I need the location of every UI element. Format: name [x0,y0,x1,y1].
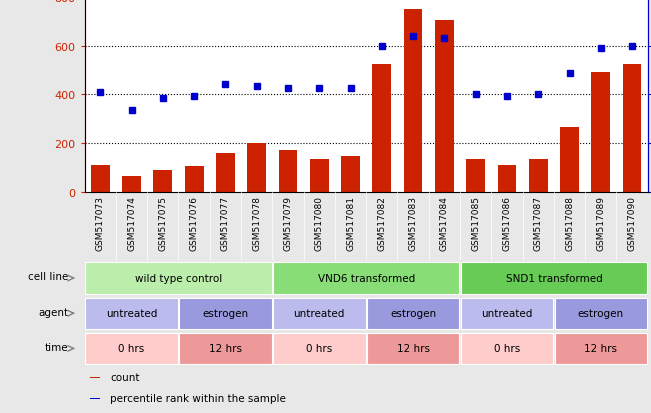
Text: 0 hrs: 0 hrs [118,344,145,354]
Text: cell line: cell line [29,272,69,282]
Bar [185,166,204,192]
Text: GSM517084: GSM517084 [440,195,449,250]
Bar [154,170,173,192]
Bar [435,21,454,192]
Text: GSM517081: GSM517081 [346,195,355,250]
Text: GSM517086: GSM517086 [503,195,512,250]
Bar [310,159,329,192]
Bar [461,298,553,329]
Text: estrogen: estrogen [390,309,436,318]
Text: 12 hrs: 12 hrs [209,344,242,354]
Text: GSM517079: GSM517079 [283,195,292,250]
Bar [247,144,266,192]
Text: percentile rank within the sample: percentile rank within the sample [110,393,286,403]
Text: 0 hrs: 0 hrs [494,344,520,354]
Bar [122,176,141,192]
Text: GSM517078: GSM517078 [252,195,261,250]
Text: untreated: untreated [106,309,158,318]
Bar [555,333,647,364]
Text: GSM517087: GSM517087 [534,195,543,250]
Text: time: time [45,342,69,352]
Bar [90,398,100,399]
Bar [90,377,100,378]
Bar [279,151,298,192]
Bar [273,333,366,364]
Bar [85,298,178,329]
Text: GSM517088: GSM517088 [565,195,574,250]
Bar [372,65,391,192]
Text: VND6 transformed: VND6 transformed [318,273,415,283]
Bar [273,298,366,329]
Text: 12 hrs: 12 hrs [585,344,617,354]
Bar [529,159,547,192]
Text: GSM517077: GSM517077 [221,195,230,250]
Bar [85,263,271,294]
Text: GSM517085: GSM517085 [471,195,480,250]
Text: 12 hrs: 12 hrs [396,344,430,354]
Text: wild type control: wild type control [135,273,222,283]
Text: GSM517082: GSM517082 [378,195,386,250]
Bar [273,263,460,294]
Bar [404,10,422,192]
Text: estrogen: estrogen [577,309,624,318]
Bar [341,157,360,192]
Bar [367,333,460,364]
Bar [591,73,610,192]
Text: GSM517083: GSM517083 [409,195,417,250]
Text: estrogen: estrogen [202,309,249,318]
Text: GSM517076: GSM517076 [189,195,199,250]
Text: GSM517075: GSM517075 [158,195,167,250]
Bar [179,298,271,329]
Bar [461,263,647,294]
Text: 0 hrs: 0 hrs [306,344,333,354]
Text: untreated: untreated [294,309,345,318]
Text: GSM517073: GSM517073 [96,195,105,250]
Text: GSM517080: GSM517080 [315,195,324,250]
Text: count: count [110,372,139,382]
Bar [555,298,647,329]
Bar [497,165,516,192]
Bar [91,165,109,192]
Text: GSM517089: GSM517089 [596,195,605,250]
Bar [461,333,553,364]
Text: GSM517074: GSM517074 [127,195,136,250]
Text: SND1 transformed: SND1 transformed [506,273,602,283]
Text: GSM517090: GSM517090 [628,195,637,250]
Bar [85,333,178,364]
Text: untreated: untreated [481,309,533,318]
Bar [216,153,235,192]
Bar [179,333,271,364]
Bar [367,298,460,329]
Text: agent: agent [38,307,69,317]
Bar [560,128,579,192]
Bar [466,159,485,192]
Bar [623,65,641,192]
